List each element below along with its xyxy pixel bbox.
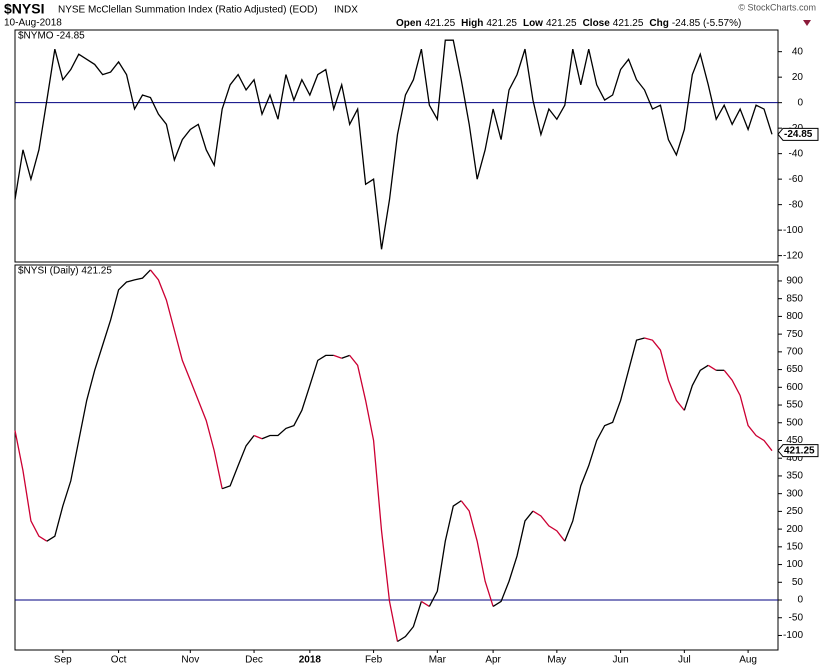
line-segment xyxy=(46,269,151,542)
line-segment xyxy=(683,364,709,411)
y-tick-label: 50 xyxy=(792,577,804,588)
index-name: NYSE McClellan Summation Index (Ratio Ad… xyxy=(58,5,318,16)
x-tick-label: Mar xyxy=(429,655,447,666)
x-tick-label: Apr xyxy=(485,655,501,666)
line-segment xyxy=(221,435,255,490)
quote-label: Low xyxy=(523,18,543,29)
quote-label: Close xyxy=(583,18,611,29)
y-tick-label: 900 xyxy=(786,276,803,287)
line-segment xyxy=(253,434,263,440)
line-segment xyxy=(261,354,334,440)
quote-label: Chg xyxy=(649,18,668,29)
line-segment xyxy=(707,364,717,371)
last-value-tag xyxy=(777,444,819,458)
y-tick-label: 350 xyxy=(786,471,803,482)
last-value-tag xyxy=(777,127,819,141)
y-tick-label: 800 xyxy=(786,311,803,322)
y-tick-label: 500 xyxy=(786,417,803,428)
y-tick-label: 850 xyxy=(786,293,803,304)
y-tick-label: -120 xyxy=(783,250,803,261)
y-tick-label: 650 xyxy=(786,364,803,375)
quote-value: 421.25 xyxy=(425,18,456,29)
last-value-label: -24.85 xyxy=(784,129,813,140)
quote-value: -24.85 (-5.57%) xyxy=(672,18,741,29)
line-segment xyxy=(492,510,534,607)
quote-value: 421.25 xyxy=(546,18,577,29)
y-tick-label: -50 xyxy=(789,612,804,623)
line-segment xyxy=(333,354,342,359)
line-segment xyxy=(428,500,462,607)
x-tick-label: Aug xyxy=(739,655,757,666)
panel-frame xyxy=(14,29,779,263)
x-tick-label: Sep xyxy=(54,655,72,666)
y-tick-label: 40 xyxy=(792,46,804,57)
quote-label: Open xyxy=(396,18,422,29)
quote-value: 421.25 xyxy=(486,18,517,29)
line-segment xyxy=(149,269,223,489)
panel-legend: $NYSI (Daily) 421.25 xyxy=(18,266,112,277)
y-tick-label: 20 xyxy=(792,72,804,83)
last-value-label: 421.25 xyxy=(784,445,815,456)
quote-value: 421.25 xyxy=(613,18,644,29)
line-segment xyxy=(397,601,423,643)
x-tick-label: Feb xyxy=(365,655,383,666)
y-tick-label: -80 xyxy=(789,199,804,210)
x-tick-label: Jun xyxy=(613,655,629,666)
y-tick-label: 700 xyxy=(786,346,803,357)
line-segment xyxy=(644,337,685,411)
y-tick-label: 0 xyxy=(797,595,803,606)
y-tick-label: -100 xyxy=(783,225,803,236)
y-tick-label: 150 xyxy=(786,541,803,552)
y-tick-label: 550 xyxy=(786,400,803,411)
line-segment xyxy=(341,354,350,359)
copyright: © StockCharts.com xyxy=(738,2,816,12)
y-tick-label: 100 xyxy=(786,559,803,570)
x-tick-label: May xyxy=(547,655,566,666)
y-tick-label: 450 xyxy=(786,435,803,446)
y-tick-label: 0 xyxy=(797,97,803,108)
symbol: $NYSI xyxy=(4,1,44,17)
exchange: INDX xyxy=(334,5,358,16)
quote: Open 421.25 High 421.25 Low 421.25 Close 421.25… xyxy=(396,18,741,29)
y-tick-label: 400 xyxy=(786,453,803,464)
date: 10-Aug-2018 xyxy=(4,18,62,29)
line-segment xyxy=(532,510,566,542)
y-tick-label: -40 xyxy=(789,148,804,159)
y-tick-label: 750 xyxy=(786,329,803,340)
x-tick-label: Nov xyxy=(181,655,199,666)
line-segment xyxy=(349,354,399,642)
quote-label: High xyxy=(461,18,483,29)
panel-legend: $NYMO -24.85 xyxy=(18,31,85,42)
y-tick-label: -100 xyxy=(783,630,803,641)
panel-frame xyxy=(14,264,779,651)
x-tick-label: Oct xyxy=(111,655,127,666)
y-tick-label: 250 xyxy=(786,506,803,517)
x-tick-label: Jul xyxy=(678,655,691,666)
x-tick-label: Dec xyxy=(245,655,263,666)
line-segment xyxy=(564,337,645,542)
line-segment xyxy=(460,500,494,607)
x-tick-label: 2018 xyxy=(299,655,322,666)
line-segment xyxy=(723,369,773,452)
line-segment xyxy=(421,600,430,607)
y-tick-label: 200 xyxy=(786,524,803,535)
y-tick-label: 300 xyxy=(786,488,803,499)
y-tick-label: -60 xyxy=(789,174,804,185)
line xyxy=(14,39,773,250)
y-tick-label: 600 xyxy=(786,382,803,393)
down-arrow xyxy=(803,20,811,26)
line-segment xyxy=(14,430,48,542)
